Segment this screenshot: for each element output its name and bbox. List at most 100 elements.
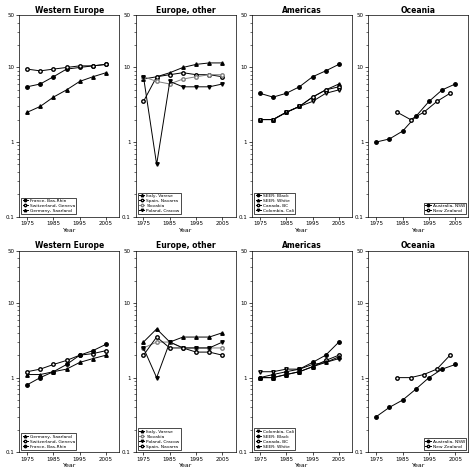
Line: Canada, BC: Canada, BC: [258, 85, 341, 121]
Colombia, Cali: [323, 91, 328, 96]
Switzerland, Geneva: [64, 64, 69, 70]
Switzerland, Geneva: [90, 351, 96, 356]
Canada, BC: [310, 364, 315, 370]
Slovakia: [154, 79, 159, 84]
Spain, Navarra: [219, 352, 225, 358]
Slovakia: [154, 339, 159, 345]
Line: Australia, NSW: Australia, NSW: [374, 82, 457, 144]
Australia, NSW: [400, 128, 405, 134]
Italy, Varese: [167, 70, 173, 75]
Australia, NSW: [400, 397, 405, 403]
Title: Oceania: Oceania: [401, 6, 436, 15]
Line: New Zealand: New Zealand: [396, 91, 452, 121]
SEER: Black: (1.98e+03, 1): Black: (1.98e+03, 1): [257, 375, 263, 381]
Line: SEER: White: SEER: White: [258, 355, 341, 379]
Spain, Navarra: [167, 72, 173, 78]
Italy, Varese: [141, 76, 146, 82]
France, Bas-Rhin: [103, 62, 109, 67]
Spain, Navarra: [154, 74, 159, 80]
Line: Spain, Navarra: Spain, Navarra: [142, 71, 224, 103]
Italy, Varese: [154, 326, 159, 332]
Italy, Varese: [141, 339, 146, 345]
New Zealand: [408, 375, 413, 381]
SEER: Black: (1.98e+03, 1.1): Black: (1.98e+03, 1.1): [270, 372, 276, 377]
France, Bas-Rhin: [24, 382, 30, 388]
Poland, Cracow: [193, 345, 199, 351]
Canada, BC: [297, 104, 302, 109]
X-axis label: Year: Year: [63, 228, 76, 233]
Colombia, Cali: [270, 117, 276, 122]
Switzerland, Geneva: [77, 352, 82, 358]
Australia, NSW: [426, 375, 432, 381]
Canada, BC: [336, 84, 342, 90]
Spain, Navarra: [219, 74, 225, 80]
France, Bas-Rhin: [37, 375, 43, 381]
Slovakia: [219, 72, 225, 78]
France, Bas-Rhin: [51, 369, 56, 374]
New Zealand: [434, 99, 440, 104]
France, Bas-Rhin: [51, 74, 56, 80]
SEER: White: (2e+03, 1.9): White: (2e+03, 1.9): [336, 354, 342, 360]
Line: France, Bas-Rhin: France, Bas-Rhin: [25, 343, 108, 387]
SEER: Black: (2e+03, 3): Black: (2e+03, 3): [336, 339, 342, 345]
Canada, BC: [297, 369, 302, 374]
New Zealand: [447, 352, 453, 358]
Line: Canada, BC: Canada, BC: [258, 354, 341, 379]
Canada, BC: [270, 375, 276, 381]
New Zealand: [408, 117, 413, 122]
SEER: Black: (1.98e+03, 1.2): Black: (1.98e+03, 1.2): [283, 369, 289, 374]
Line: France, Bas-Rhin: France, Bas-Rhin: [25, 63, 108, 89]
Colombia, Cali: [336, 87, 342, 93]
Australia, NSW: [374, 139, 379, 145]
SEER: Black: (1.98e+03, 4): Black: (1.98e+03, 4): [270, 94, 276, 100]
Slovakia: [219, 345, 225, 351]
Legend: Germany, Saarland, Switzerland, Geneva, France, Bas-Rhin: Germany, Saarland, Switzerland, Geneva, …: [21, 433, 76, 450]
Canada, BC: [270, 117, 276, 122]
Australia, NSW: [387, 136, 392, 142]
Title: Western Europe: Western Europe: [35, 241, 104, 250]
New Zealand: [421, 372, 427, 377]
Poland, Cracow: [154, 375, 159, 381]
Australia, NSW: [439, 366, 445, 372]
Line: Switzerland, Geneva: Switzerland, Geneva: [25, 349, 108, 374]
Line: Colombia, Cali: Colombia, Cali: [258, 357, 341, 374]
Poland, Cracow: [219, 81, 225, 87]
Canada, BC: [283, 109, 289, 115]
Line: Colombia, Cali: Colombia, Cali: [258, 88, 341, 121]
Germany, Saarland: [51, 369, 56, 374]
Australia, NSW: [453, 362, 458, 367]
Title: Europe, other: Europe, other: [156, 6, 215, 15]
SEER: Black: (1.98e+03, 4.5): Black: (1.98e+03, 4.5): [283, 91, 289, 96]
France, Bas-Rhin: [77, 352, 82, 358]
Australia, NSW: [413, 114, 419, 119]
Legend: Italy, Varese, Spain, Navarra, Slovakia, Poland, Cracow: Italy, Varese, Spain, Navarra, Slovakia,…: [138, 192, 181, 214]
Australia, NSW: [439, 87, 445, 93]
Switzerland, Geneva: [51, 66, 56, 72]
Colombia, Cali: [297, 104, 302, 109]
Line: Italy, Varese: Italy, Varese: [142, 61, 224, 81]
Switzerland, Geneva: [90, 63, 96, 69]
X-axis label: Year: Year: [295, 228, 309, 233]
Line: Spain, Navarra: Spain, Navarra: [142, 335, 224, 357]
Germany, Saarland: [64, 87, 69, 93]
Line: Slovakia: Slovakia: [142, 340, 224, 350]
Spain, Navarra: [167, 345, 173, 351]
Colombia, Cali: [257, 117, 263, 122]
Switzerland, Geneva: [103, 348, 109, 354]
SEER: White: (1.99e+03, 3): White: (1.99e+03, 3): [297, 104, 302, 109]
Italy, Varese: [167, 339, 173, 345]
Title: Americas: Americas: [282, 241, 322, 250]
Italy, Varese: [219, 330, 225, 336]
Colombia, Cali: [283, 109, 289, 115]
SEER: Black: (2e+03, 2): Black: (2e+03, 2): [323, 352, 328, 358]
Canada, BC: [336, 352, 342, 358]
Poland, Cracow: [167, 339, 173, 345]
Spain, Navarra: [180, 70, 186, 75]
SEER: White: (2e+03, 4): White: (2e+03, 4): [310, 94, 315, 100]
Poland, Cracow: [219, 339, 225, 345]
Germany, Saarland: [24, 372, 30, 377]
Colombia, Cali: [310, 99, 315, 104]
Legend: Colombia, Cali, SEER: Black, Canada, BC, SEER: White: Colombia, Cali, SEER: Black, Canada, BC,…: [254, 428, 295, 450]
France, Bas-Rhin: [103, 341, 109, 347]
Switzerland, Geneva: [51, 362, 56, 367]
